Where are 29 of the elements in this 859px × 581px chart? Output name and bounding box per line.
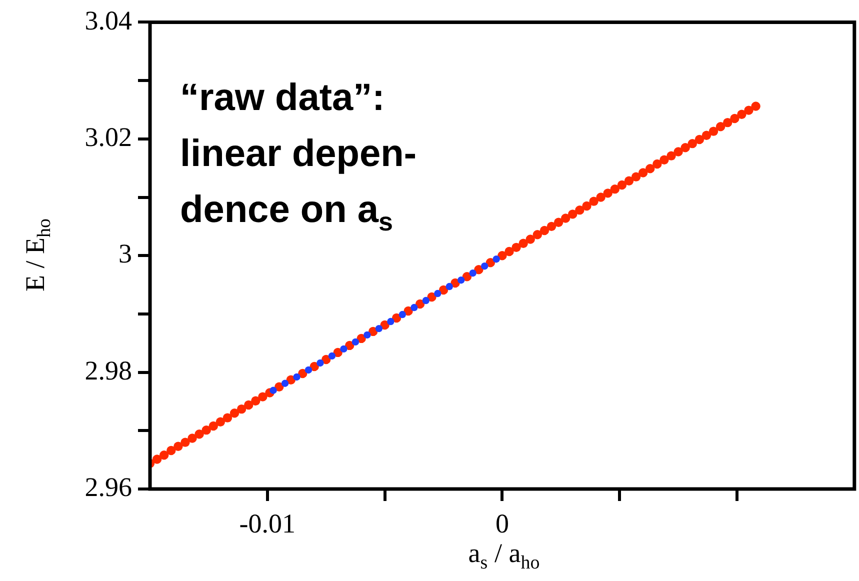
x-tick-label: 0 [495,508,509,538]
y-tick-label: 2.96 [84,472,132,502]
y-tick-label: 2.98 [84,355,132,386]
point [293,373,300,381]
point [387,318,394,326]
annotation: “raw data”: linear depen- dence on a$_{s}$ [180,76,416,239]
point [270,386,277,394]
y-tick-label: 3.02 [84,122,132,152]
point [364,331,371,339]
point [316,359,324,367]
point [340,345,348,353]
point [304,366,312,374]
point [328,352,336,360]
point [281,380,289,387]
point [492,256,500,263]
point [422,296,430,304]
point [410,304,418,312]
y-tick-label: 3.04 [84,5,132,36]
point [398,310,406,318]
point [434,290,442,298]
point [469,270,476,277]
point [375,324,383,332]
y-tick-label: 3 [118,238,132,269]
point [446,282,453,290]
point [458,276,465,284]
x-axis-title: a$_{s}$ / a$_{ho}$ [468,538,540,574]
point [352,338,360,346]
x-tick-label: -0.01 [239,508,296,538]
point [480,262,488,270]
